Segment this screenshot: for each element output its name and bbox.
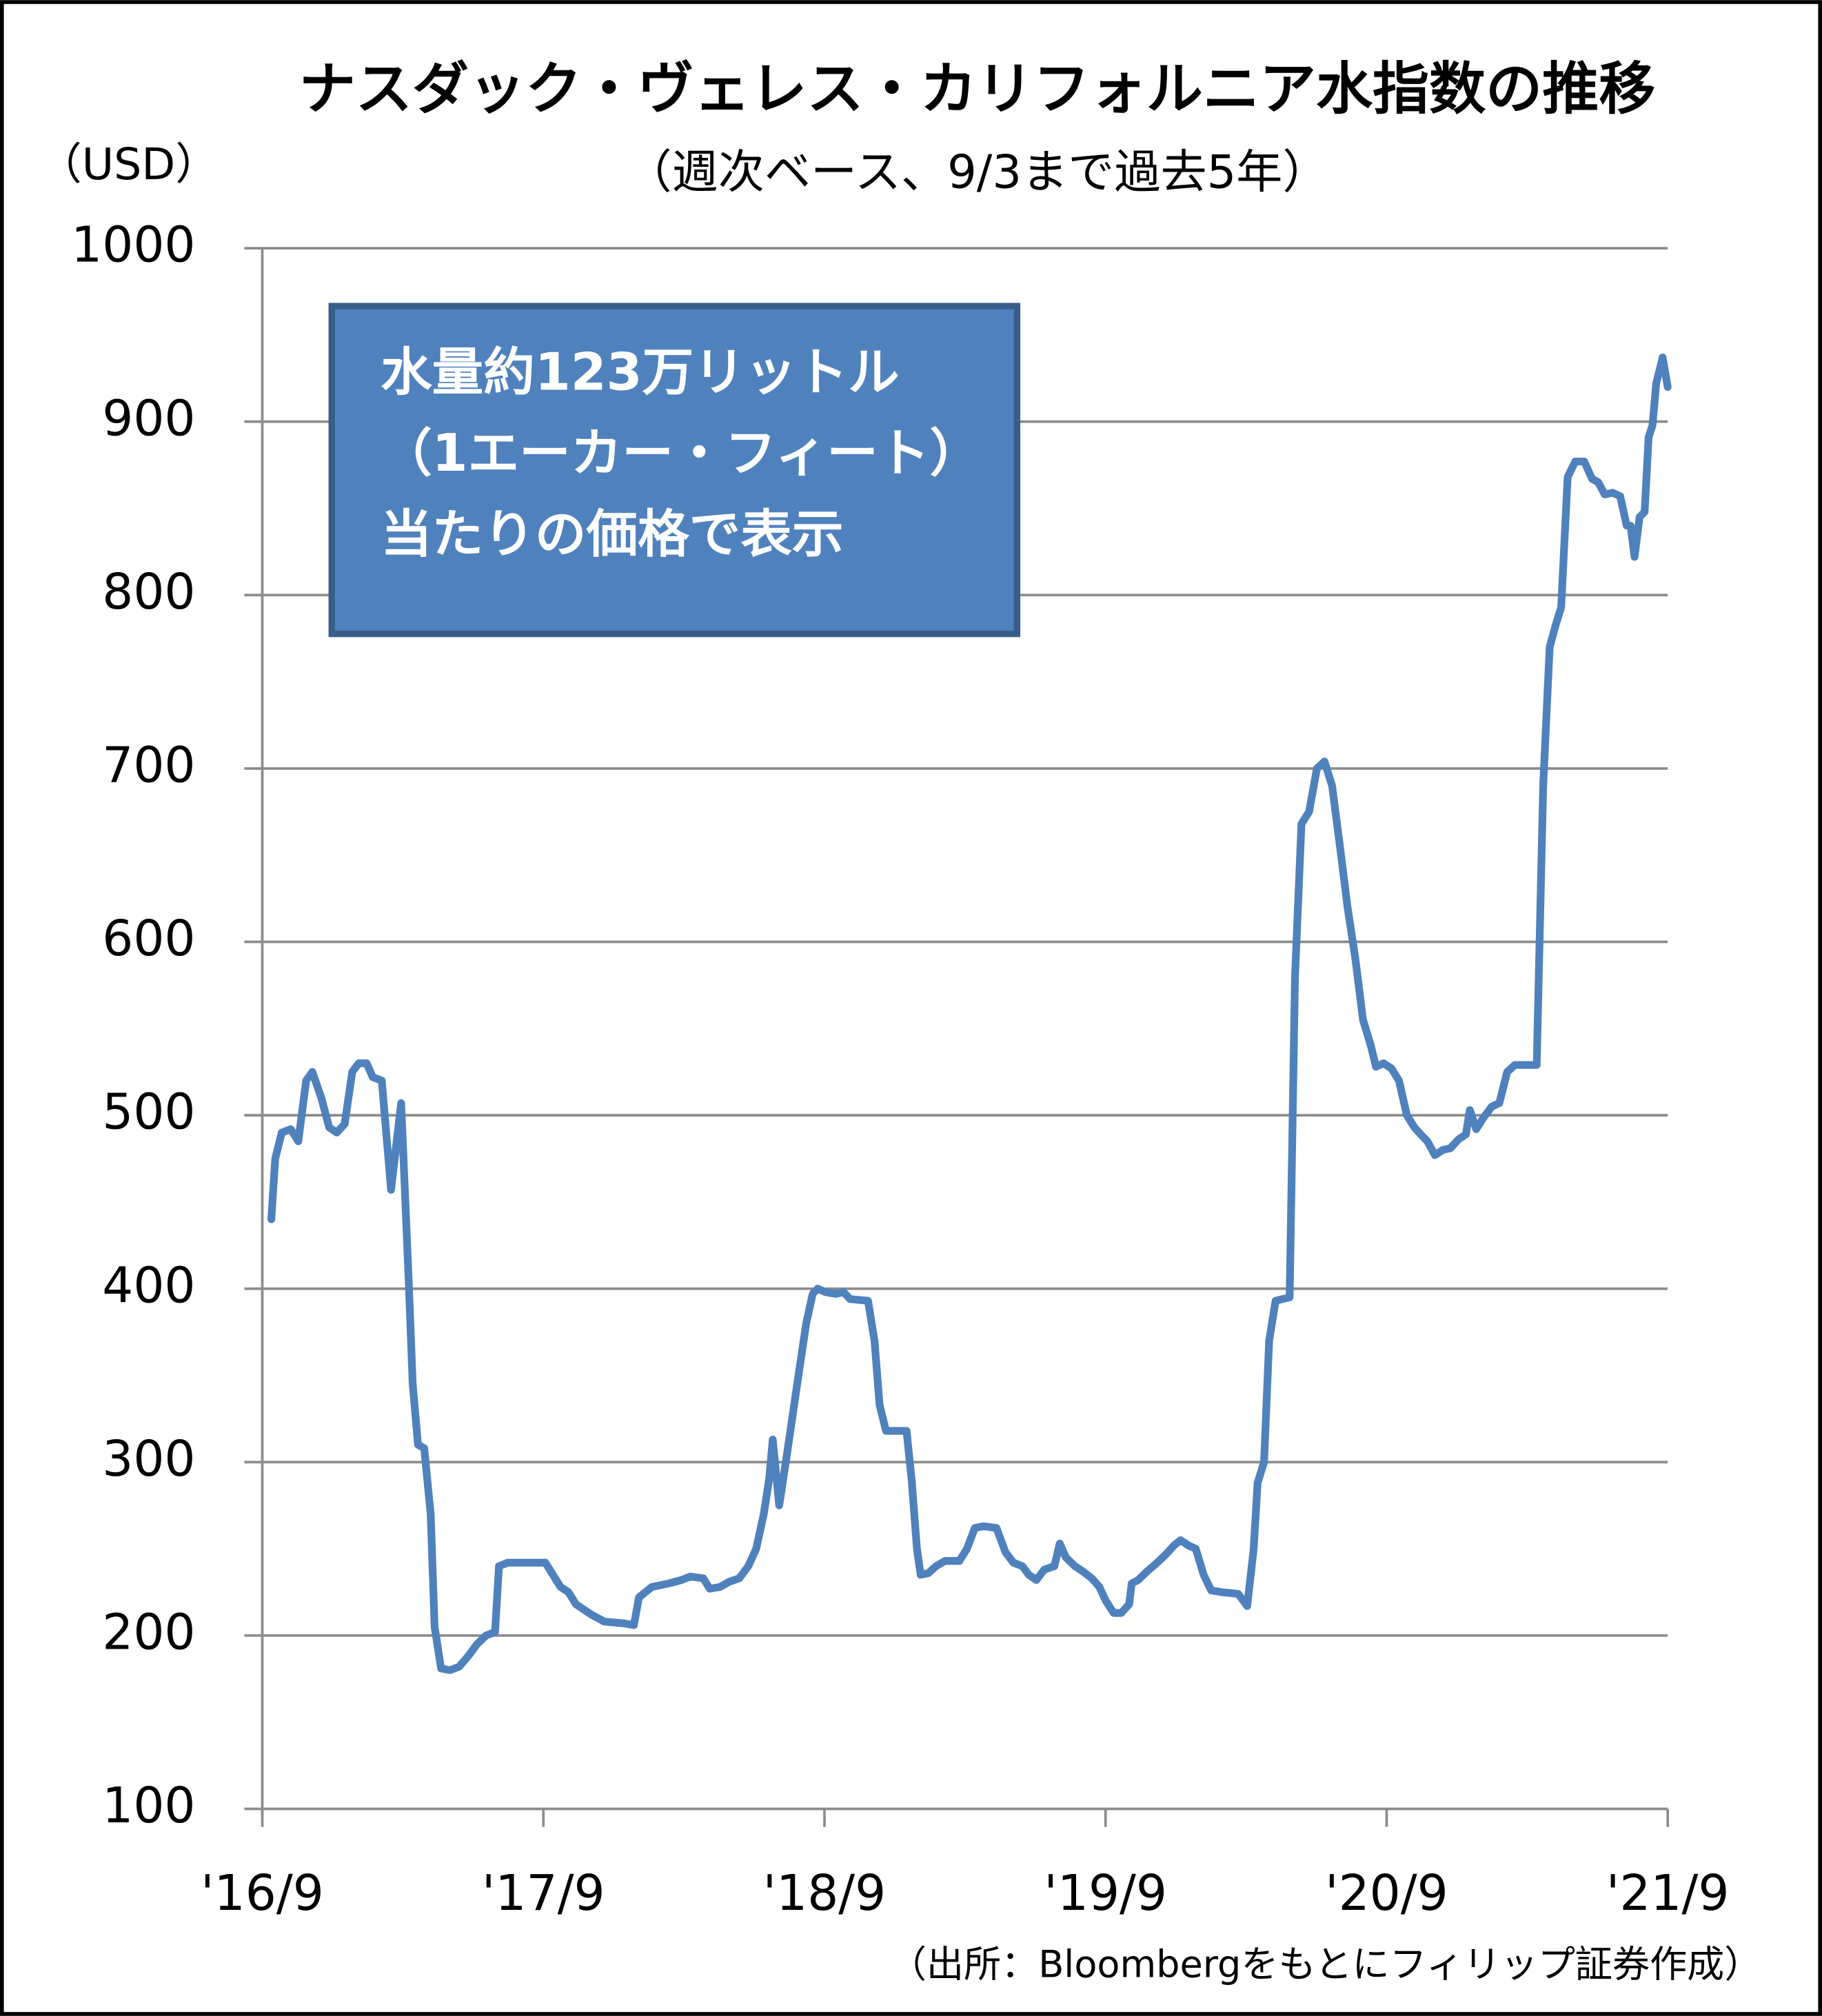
y-tick-label: 300	[102, 1430, 195, 1487]
x-tick-label: '21/9	[1606, 1864, 1730, 1922]
x-tick-label: '20/9	[1325, 1864, 1448, 1922]
source: （出所：Bloombergをもとにフィリップ証券作成）	[889, 1943, 1761, 1986]
y-tick-label: 100	[102, 1777, 195, 1834]
annotation-line: 当たりの価格で表示	[381, 504, 843, 564]
chart-title: ナスダック・ヴェレス・カリフォルニア水指数の推移	[299, 57, 1656, 122]
chart-subtitle: （週次ベース、9/3まで過去5年）	[626, 145, 1329, 198]
annotation-box	[328, 303, 1021, 638]
x-tick-label: '16/9	[201, 1864, 324, 1922]
y-tick-label: 800	[102, 563, 195, 620]
y-tick-label: 400	[102, 1256, 195, 1314]
data-line	[267, 354, 1672, 1674]
x-tick-label: '18/9	[763, 1864, 887, 1922]
y-tick-label: 900	[102, 389, 195, 447]
annotation-line: （1エーカー・フィート）	[381, 423, 981, 483]
y-tick-label: 600	[102, 910, 195, 967]
x-tick-label: '19/9	[1044, 1864, 1167, 1922]
annotation-line: 水量約123万リットル	[381, 342, 899, 402]
y-tick-label: 200	[102, 1603, 195, 1660]
y-tick-label: 700	[102, 736, 195, 793]
y-tick-label: 1000	[71, 216, 195, 274]
y-axis-label: （USD）	[38, 139, 219, 190]
y-tick-label: 500	[102, 1083, 195, 1141]
x-tick-label: '17/9	[482, 1864, 605, 1922]
